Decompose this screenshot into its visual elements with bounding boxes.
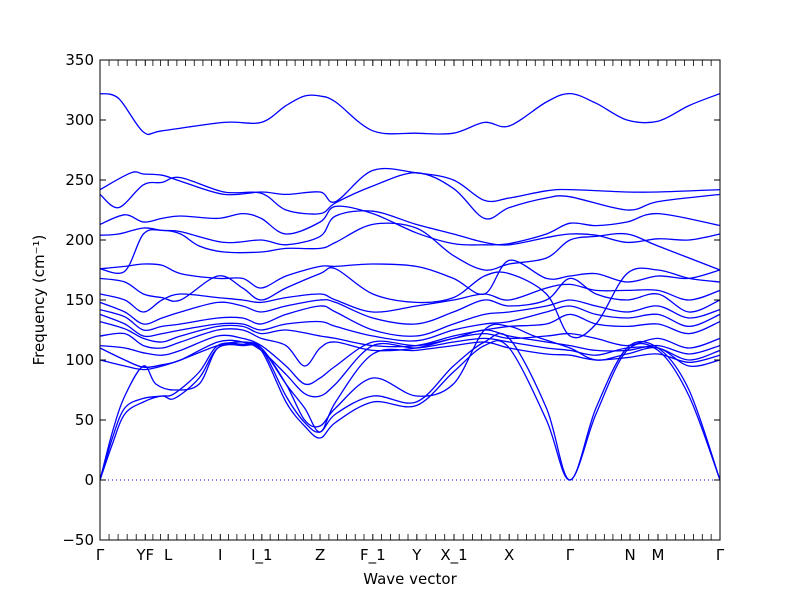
y-axis-title: Frequency (cm⁻¹)	[30, 235, 48, 366]
series-layer	[100, 92, 720, 481]
phonon-branch-19	[100, 332, 720, 481]
y-tick-label: 150	[65, 291, 94, 309]
y-axis: −50 0 50 100 150 200 250 300 350	[62, 51, 720, 549]
phonon-branch-18	[100, 323, 720, 481]
y-tick-label: 200	[65, 231, 94, 249]
x-tick-label: Γ	[96, 546, 105, 564]
phonon-branch-9	[100, 283, 720, 313]
x-tick-label: YF	[135, 546, 154, 564]
phonon-branch-4	[100, 205, 720, 246]
x-tick-label: Z	[315, 546, 325, 564]
phonon-branch-2	[100, 167, 720, 203]
x-tick-label: F_1	[360, 546, 386, 565]
y-tick-label: −50	[62, 531, 94, 549]
y-tick-label: 50	[75, 411, 94, 429]
x-tick-label: X	[504, 546, 514, 564]
phonon-branch-17	[100, 341, 720, 433]
x-tick-label: Γ	[566, 546, 575, 564]
phonon-branch-5	[100, 210, 720, 246]
phonon-branch-10	[100, 277, 720, 325]
phonon-branch-1	[100, 92, 720, 136]
x-tick-label: N	[624, 546, 635, 564]
y-tick-label: 100	[65, 351, 94, 369]
x-tick-label: X_1	[440, 546, 467, 565]
phonon-branch-14	[100, 328, 720, 367]
x-tick-label: Y	[411, 546, 422, 564]
x-tick-label: L	[164, 546, 173, 564]
x-tick-label: I	[218, 546, 222, 564]
x-axis: Γ YF L I I_1 Z F_1 Y X_1 X Γ N M Γ	[96, 60, 725, 565]
phonon-branch-13	[100, 313, 720, 348]
phonon-branch-12	[100, 305, 720, 342]
x-axis-title: Wave vector	[363, 570, 457, 588]
phonon-branch-20	[100, 340, 720, 481]
phonon-branch-6	[100, 222, 720, 274]
y-tick-label: 350	[65, 51, 94, 69]
y-tick-label: 0	[84, 471, 94, 489]
phonon-branch-15	[100, 329, 720, 386]
phonon-branch-7	[100, 259, 720, 296]
y-tick-label: 300	[65, 111, 94, 129]
x-tick-label: Γ	[716, 546, 725, 564]
phonon-branch-3	[100, 172, 720, 220]
phonon-branch-8	[100, 267, 720, 339]
y-tick-label: 250	[65, 171, 94, 189]
x-tick-label: M	[652, 546, 665, 564]
phonon-branch-11	[100, 299, 720, 337]
x-tick-label: I_1	[251, 546, 272, 565]
